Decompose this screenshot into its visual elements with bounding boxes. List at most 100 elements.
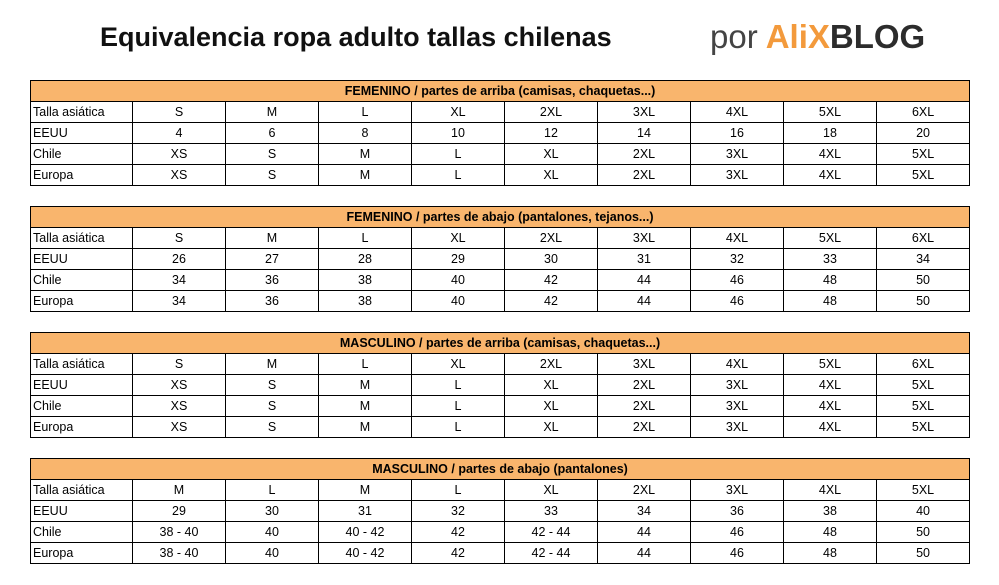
cell: L [411, 479, 505, 501]
size-table: MASCULINO / partes de arriba (camisas, c… [30, 332, 970, 438]
table-title: FEMENINO / partes de abajo (pantalones, … [29, 206, 971, 228]
cell: M [225, 227, 319, 249]
cell: 5XL [876, 416, 970, 438]
row-label: EEUU [30, 122, 133, 144]
row-label: Europa [30, 542, 133, 564]
cell: XS [132, 164, 226, 186]
table-row: Chile 34 36 38 40 42 44 46 48 50 [30, 269, 971, 291]
cell: 2XL [504, 101, 598, 123]
cell: L [318, 101, 412, 123]
cell: L [411, 374, 505, 396]
cell: L [411, 164, 505, 186]
cell: 40 [411, 290, 505, 312]
row-label: Talla asiática [30, 479, 133, 501]
cell: 4XL [783, 164, 877, 186]
cell: 6XL [875, 227, 971, 249]
cell: 5XL [876, 374, 970, 396]
cell: M [318, 479, 412, 501]
cell: 50 [875, 521, 971, 543]
cell: 31 [318, 500, 412, 522]
cell: 3XL [597, 227, 691, 249]
cell: 18 [783, 122, 877, 144]
cell: 2XL [504, 353, 598, 375]
table-header-row: FEMENINO / partes de arriba (camisas, ch… [29, 80, 971, 102]
table-row: Chile 38 - 40 40 40 - 42 42 42 - 44 44 46 48 50 [30, 521, 971, 543]
cell: M [318, 416, 412, 438]
row-label: Europa [30, 164, 133, 186]
cell: 33 [504, 500, 598, 522]
table-row: Chile XS S M L XL 2XL 3XL 4XL 5XL [30, 395, 970, 417]
cell: 4XL [783, 374, 877, 396]
cell: 40 [225, 521, 319, 543]
cell: XL [411, 227, 505, 249]
cell: 5XL [875, 479, 971, 501]
row-label: Talla asiática [30, 227, 133, 249]
cell: 4XL [783, 395, 877, 417]
cell: XL [411, 101, 505, 123]
cell: XL [504, 374, 598, 396]
cell: XL [504, 143, 598, 165]
table-title: MASCULINO / partes de arriba (camisas, c… [30, 332, 970, 354]
cell: 48 [783, 290, 877, 312]
cell: 50 [875, 542, 971, 564]
table-row: EEUU 29 30 31 32 33 34 36 38 40 [30, 500, 971, 522]
cell: L [318, 353, 412, 375]
cell: 2XL [597, 479, 691, 501]
cell: 8 [318, 122, 412, 144]
size-table: MASCULINO / partes de abajo (pantalones)… [29, 458, 971, 564]
row-label: EEUU [30, 248, 133, 270]
cell: 50 [875, 269, 971, 291]
cell: 38 - 40 [132, 542, 226, 564]
cell: 34 [875, 248, 971, 270]
table-header-row: MASCULINO / partes de abajo (pantalones) [29, 458, 971, 480]
cell: S [225, 143, 319, 165]
cell: 4XL [690, 353, 784, 375]
cell: M [225, 353, 319, 375]
cell: 4 [132, 122, 226, 144]
cell: 38 - 40 [132, 521, 226, 543]
cell: 2XL [597, 164, 691, 186]
cell: 2XL [597, 374, 691, 396]
cell: 40 [411, 269, 505, 291]
cell: 5XL [783, 227, 877, 249]
cell: 42 [411, 542, 505, 564]
cell: S [225, 164, 319, 186]
cell: S [225, 374, 319, 396]
row-label: Chile [30, 143, 133, 165]
cell: XL [411, 353, 505, 375]
cell: 2XL [504, 227, 598, 249]
cell: 48 [783, 521, 877, 543]
cell: M [318, 164, 412, 186]
size-table: FEMENINO / partes de abajo (pantalones, … [29, 206, 971, 312]
cell: 10 [411, 122, 505, 144]
table-row: Chile XS S M L XL 2XL 3XL 4XL 5XL [30, 143, 971, 165]
cell: 36 [225, 269, 319, 291]
table-row: Talla asiática S M L XL 2XL 3XL 4XL 5XL 6XL [30, 101, 971, 123]
cell: 20 [875, 122, 971, 144]
table-row: EEUU 26 27 28 29 30 31 32 33 34 [30, 248, 971, 270]
cell: 6XL [876, 353, 970, 375]
cell: 46 [690, 521, 784, 543]
cell: 3XL [597, 353, 691, 375]
cell: XS [132, 416, 226, 438]
cell: 6XL [875, 101, 971, 123]
cell: L [411, 143, 505, 165]
cell: 36 [690, 500, 784, 522]
cell: 3XL [690, 416, 784, 438]
cell: 12 [504, 122, 598, 144]
cell: XS [132, 395, 226, 417]
table-row: Europa 34 36 38 40 42 44 46 48 50 [30, 290, 971, 312]
cell: 34 [597, 500, 691, 522]
cell: 46 [690, 542, 784, 564]
logo-brand-a: AliX [765, 18, 830, 55]
cell: 44 [597, 542, 691, 564]
cell: XL [504, 164, 598, 186]
table-row: Europa 38 - 40 40 40 - 42 42 42 - 44 44 46 48 50 [30, 542, 971, 564]
cell: 26 [132, 248, 226, 270]
cell: 3XL [690, 374, 784, 396]
cell: 44 [597, 269, 691, 291]
cell: 46 [690, 290, 784, 312]
row-label: Europa [30, 290, 133, 312]
cell: 42 [411, 521, 505, 543]
table-row: EEUU 4 6 8 10 12 14 16 18 20 [30, 122, 971, 144]
